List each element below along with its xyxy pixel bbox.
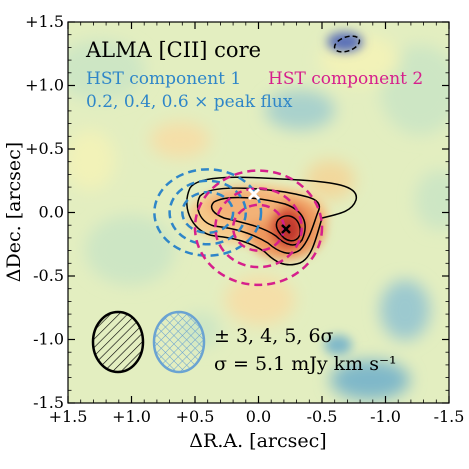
x-axis-label: ΔR.A. [arcsec] [189, 430, 326, 452]
alma-beam [91, 310, 145, 374]
x-tick-label: -1.0 [370, 407, 401, 426]
hst-beam [152, 310, 206, 374]
contour-5sigma [210, 196, 306, 246]
x-tick-label: -1.5 [434, 407, 465, 426]
legend-sigma: σ = 5.1 mJy km s⁻¹ [214, 353, 397, 375]
legend-hst2-label: HST component 2 [268, 69, 423, 89]
y-axis-ticks: +1.5 +1.0 +0.5 0.0 -0.5 -1.0 -1.5 [25, 12, 449, 412]
contour-3sigma [186, 176, 357, 266]
y-tick-label: +0.5 [25, 139, 64, 158]
y-tick-label: -1.5 [33, 393, 64, 412]
contour-negative [333, 35, 361, 53]
hst-component-1-contour-1 [153, 168, 263, 257]
x-tick-label: +1.0 [112, 407, 151, 426]
contour-4sigma [196, 187, 321, 254]
chart-title: ALMA [CII] core [85, 38, 261, 62]
x-axis-ticks: +1.5 +1.0 +0.5 0.0 -0.5 -1.0 -1.5 [49, 22, 465, 426]
hst-component-1-contour-2 [168, 179, 248, 246]
legend-hst1-label: HST component 1 [86, 69, 241, 89]
x-tick-label: -0.5 [307, 407, 338, 426]
y-tick-label: +1.0 [25, 76, 64, 95]
y-axis-label: ΔDec. [arcsec] [3, 142, 25, 282]
alma-contours [186, 35, 361, 266]
white-cross-marker [247, 187, 261, 201]
contour-6sigma [275, 215, 301, 242]
y-tick-label: -1.0 [33, 330, 64, 349]
markers [247, 187, 291, 234]
y-tick-label: +1.5 [25, 12, 64, 31]
legend-contour-levels: ± 3, 4, 5, 6σ [214, 325, 334, 347]
x-tick-label: +1.5 [49, 407, 88, 426]
black-cross-marker [281, 224, 291, 234]
y-tick-label: -0.5 [33, 266, 64, 285]
hst-component-2-contour-1 [193, 169, 324, 287]
beams [91, 310, 206, 374]
x-tick-label: +0.5 [176, 407, 215, 426]
y-tick-label: 0.0 [39, 203, 64, 222]
x-tick-label: 0.0 [246, 407, 271, 426]
legend-hst-levels: 0.2, 0.4, 0.6 × peak flux [86, 92, 293, 112]
